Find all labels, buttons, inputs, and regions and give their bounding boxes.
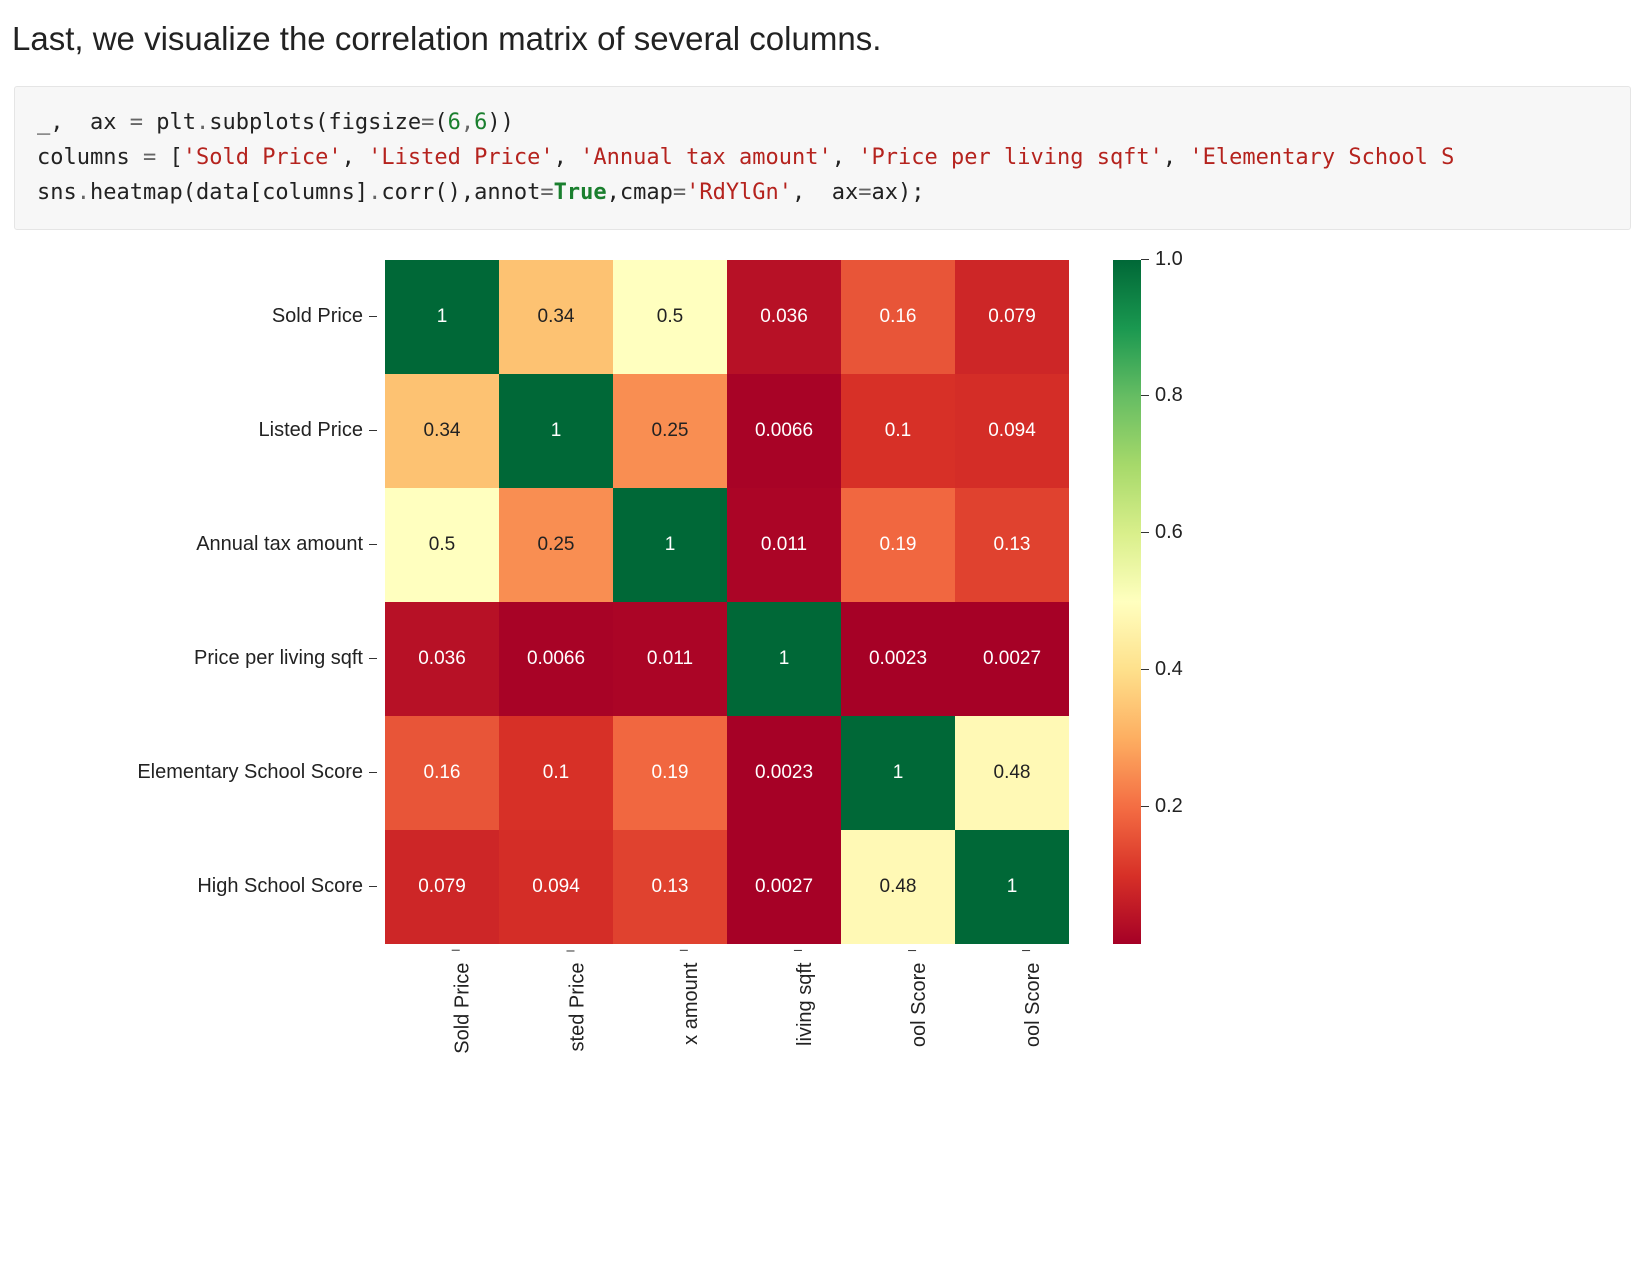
code-token: ,cmap — [607, 180, 673, 205]
heatmap-cell: 0.094 — [955, 374, 1069, 488]
heatmap-ylabel: Sold Price — [40, 260, 385, 374]
code-token: 'Elementary School S — [1189, 145, 1454, 170]
code-token: )) — [487, 110, 514, 135]
heatmap-cell: 0.34 — [385, 374, 499, 488]
heatmap-cell: 0.0023 — [727, 716, 841, 830]
heatmap-cell: 0.13 — [613, 830, 727, 944]
code-token: 'Listed Price' — [368, 145, 553, 170]
heatmap-cell: 0.0027 — [955, 602, 1069, 716]
colorbar-gradient — [1113, 260, 1141, 944]
heatmap-cell: 0.16 — [841, 260, 955, 374]
colorbar-tick: 0.2 — [1141, 795, 1183, 818]
heatmap-cell: 0.19 — [841, 488, 955, 602]
code-token: corr(),annot — [381, 180, 540, 205]
heatmap-cell: 1 — [499, 374, 613, 488]
heatmap-cell: 0.1 — [841, 374, 955, 488]
code-token: 6 — [474, 110, 487, 135]
code-cell: _, ax = plt.subplots(figsize=(6,6)) colu… — [14, 86, 1631, 230]
heatmap-cell: 1 — [385, 260, 499, 374]
heatmap-cell: 0.25 — [499, 488, 613, 602]
intro-text: Last, we visualize the correlation matri… — [12, 20, 1635, 58]
code-token: , — [832, 145, 859, 170]
code-token: = — [421, 110, 434, 135]
heatmap-cell: 0.036 — [727, 260, 841, 374]
code-token: . — [77, 180, 90, 205]
heatmap-cell: 0.0027 — [727, 830, 841, 944]
heatmap-cell: 0.0066 — [499, 602, 613, 716]
code-token: = — [143, 145, 156, 170]
code-token: , — [554, 145, 581, 170]
heatmap-cell: 0.5 — [613, 260, 727, 374]
code-token: = — [540, 180, 553, 205]
code-token: . — [368, 180, 381, 205]
code-token: 'Annual tax amount' — [580, 145, 832, 170]
heatmap-cell: 1 — [727, 602, 841, 716]
code-token: columns — [37, 145, 143, 170]
heatmap-cell: 0.25 — [613, 374, 727, 488]
heatmap-ylabel: Listed Price — [40, 374, 385, 488]
code-token: 6 — [448, 110, 461, 135]
heatmap-cell: 0.5 — [385, 488, 499, 602]
heatmap-cell: 0.13 — [955, 488, 1069, 602]
heatmap-cell: 0.036 — [385, 602, 499, 716]
code-token: = — [858, 180, 871, 205]
code-token: [ — [156, 145, 183, 170]
heatmap-ylabel: Elementary School Score — [40, 716, 385, 830]
code-token: ( — [434, 110, 447, 135]
heatmap-ylabels: Sold Price Listed Price Annual tax amoun… — [40, 260, 385, 944]
code-token: 'Price per living sqft' — [858, 145, 1163, 170]
heatmap-cell: 1 — [955, 830, 1069, 944]
code-token: = — [673, 180, 686, 205]
code-token: subplots(figsize — [209, 110, 421, 135]
heatmap-cell: 0.48 — [955, 716, 1069, 830]
code-token: heatmap(data[columns] — [90, 180, 368, 205]
heatmap-cell: 0.079 — [385, 830, 499, 944]
colorbar-tick: 0.6 — [1141, 521, 1183, 544]
code-token: True — [554, 180, 607, 205]
code-token: , — [1163, 145, 1190, 170]
code-token: , ax — [792, 180, 858, 205]
heatmap-cell: 0.011 — [727, 488, 841, 602]
code-token: 'RdYlGn' — [686, 180, 792, 205]
heatmap-cell: 0.19 — [613, 716, 727, 830]
heatmap-cell: 0.34 — [499, 260, 613, 374]
code-token: _, ax — [37, 110, 130, 135]
code-token: 'Sold Price' — [183, 145, 342, 170]
heatmap-xlabel: living sqft — [794, 950, 817, 1046]
heatmap-cell: 0.0023 — [841, 602, 955, 716]
colorbar-tick: 1.0 — [1141, 248, 1183, 271]
code-token: = — [130, 110, 143, 135]
code-token: , — [461, 110, 474, 135]
code-token: plt — [143, 110, 196, 135]
heatmap-cell: 1 — [613, 488, 727, 602]
heatmap-grid: 10.340.50.0360.160.0790.3410.250.00660.1… — [385, 260, 1069, 944]
colorbar-tick: 0.4 — [1141, 658, 1183, 681]
heatmap-ylabel: Annual tax amount — [40, 488, 385, 602]
heatmap-ylabel: High School Score — [40, 830, 385, 944]
heatmap-cell: 0.094 — [499, 830, 613, 944]
heatmap-ylabel: Price per living sqft — [40, 602, 385, 716]
heatmap-cell: 0.0066 — [727, 374, 841, 488]
heatmap-cell: 0.16 — [385, 716, 499, 830]
colorbar-tick: 0.8 — [1141, 384, 1183, 407]
code-token: sns — [37, 180, 77, 205]
heatmap-xlabel: ool Score — [908, 950, 931, 1047]
code-token: . — [196, 110, 209, 135]
heatmap-cell: 0.48 — [841, 830, 955, 944]
heatmap-cell: 0.079 — [955, 260, 1069, 374]
heatmap-cell: 0.1 — [499, 716, 613, 830]
heatmap-cell: 0.011 — [613, 602, 727, 716]
colorbar: 0.20.40.60.81.0 — [1069, 260, 1221, 944]
code-token: , — [342, 145, 369, 170]
code-token: ax); — [872, 180, 925, 205]
heatmap-xlabel: x amount — [680, 950, 703, 1045]
heatmap-xlabels: Sold Price sted Price x amount living sq… — [385, 944, 1069, 1064]
heatmap-xlabel: ool Score — [1022, 950, 1045, 1047]
heatmap-figure: Sold Price Listed Price Annual tax amoun… — [40, 260, 1635, 1064]
heatmap-xlabel: sted Price — [566, 950, 589, 1051]
heatmap-xlabel: Sold Price — [452, 950, 475, 1054]
heatmap-cell: 1 — [841, 716, 955, 830]
